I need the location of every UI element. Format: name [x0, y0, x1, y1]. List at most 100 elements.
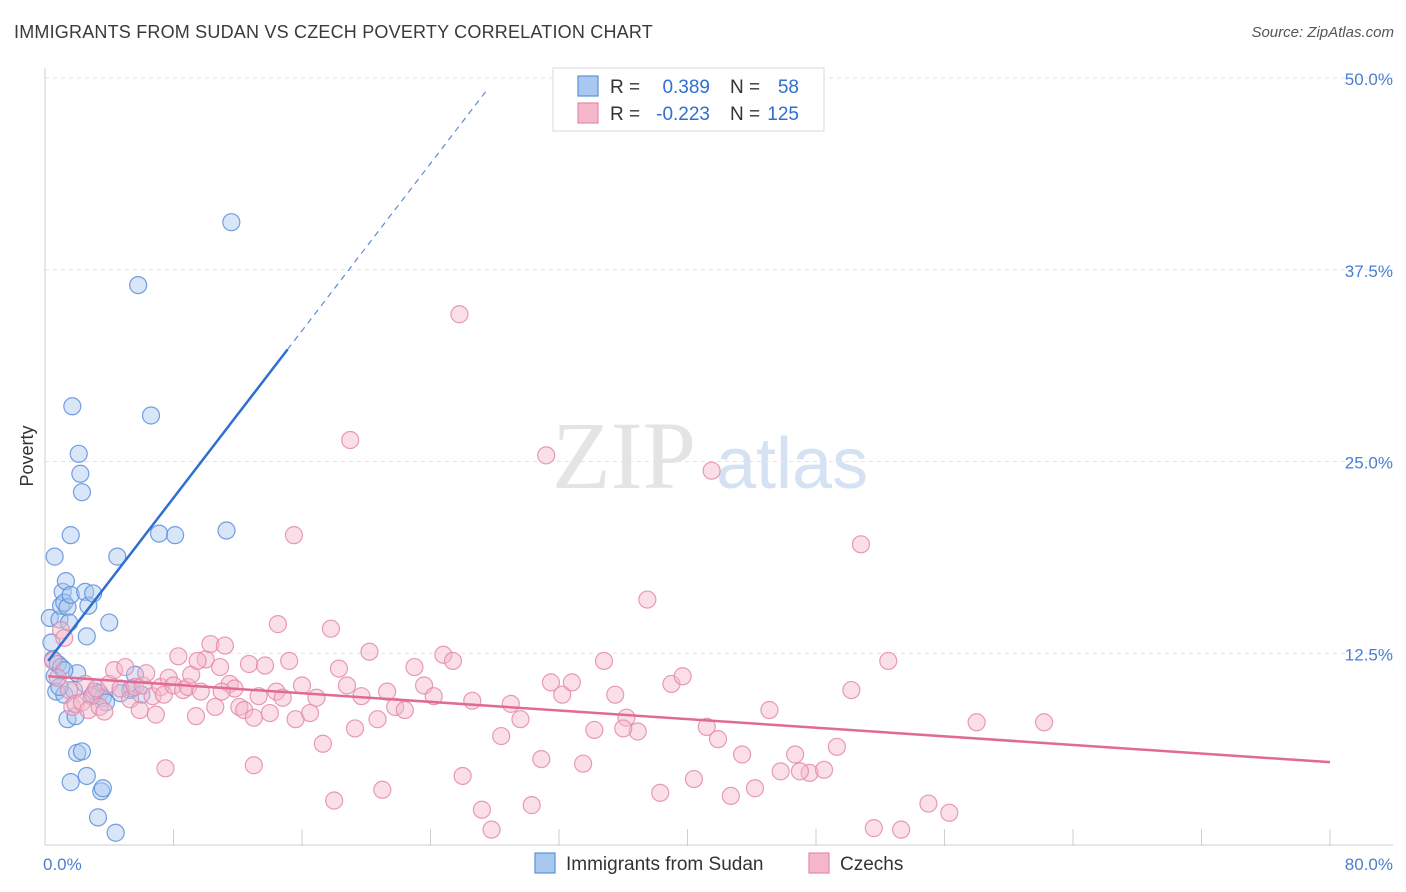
data-point — [651, 783, 670, 802]
data-point — [108, 547, 127, 566]
data-point — [443, 651, 463, 671]
source-label: Source: ZipAtlas.com — [1251, 24, 1394, 41]
trendlines — [47, 89, 1331, 764]
data-point — [43, 651, 63, 671]
data-point — [300, 703, 320, 723]
legend-r-value-czechs: -0.223 — [656, 104, 710, 125]
data-point — [553, 685, 572, 704]
data-point — [284, 526, 304, 545]
gridlines — [45, 77, 1393, 654]
series-czechs — [43, 305, 1054, 839]
data-point — [967, 713, 986, 732]
data-point — [239, 654, 259, 674]
data-point — [940, 803, 959, 822]
data-point — [337, 676, 357, 695]
data-point — [450, 305, 469, 324]
data-point — [329, 659, 349, 678]
y-tick-label-3: 50.0% — [1345, 70, 1393, 89]
data-point — [71, 464, 90, 483]
data-point — [244, 756, 263, 775]
data-point — [771, 762, 790, 781]
data-point — [210, 657, 230, 677]
data-point — [106, 823, 125, 842]
data-point — [69, 444, 88, 463]
bottom-legend-swatch-sudan — [534, 852, 556, 874]
data-point — [606, 685, 625, 704]
legend-n-value-sudan: 58 — [778, 77, 799, 98]
data-point — [919, 794, 938, 813]
data-point — [814, 760, 834, 779]
data-point — [292, 676, 312, 695]
data-point — [708, 730, 728, 749]
legend-n-label-sudan: N = — [730, 77, 760, 98]
data-point — [321, 619, 341, 638]
bottom-legend-swatch-czechs — [808, 852, 830, 874]
legend-r-label-sudan: R = — [610, 77, 640, 98]
tick-labels: 12.5% 25.0% 37.5% 50.0% 0.0% 80.0% — [43, 70, 1393, 874]
data-point — [215, 636, 234, 655]
trendline-sudan — [47, 348, 289, 662]
data-point — [56, 572, 75, 591]
watermark-zip: ZIP — [552, 402, 696, 509]
data-point — [156, 759, 175, 778]
data-point — [434, 645, 453, 664]
data-point — [61, 526, 80, 545]
data-point — [594, 651, 614, 671]
data-point — [842, 680, 861, 700]
data-point — [864, 819, 883, 838]
data-point — [745, 779, 765, 798]
axes — [44, 68, 1393, 846]
bottom-legend-label-czechs: Czechs — [840, 854, 903, 875]
series-sudan — [40, 213, 241, 842]
y-tick-label-2: 37.5% — [1345, 262, 1393, 281]
data-point — [472, 800, 491, 819]
data-point — [166, 526, 185, 545]
data-point — [154, 685, 173, 704]
x-tick-label-0: 0.0% — [43, 855, 82, 874]
data-point — [702, 461, 721, 480]
data-point — [360, 642, 379, 661]
bottom-legend-label-sudan: Immigrants from Sudan — [566, 854, 763, 875]
legend-n-value-czechs: 125 — [767, 104, 799, 125]
data-point — [149, 524, 169, 543]
legend-r-value-sudan: 0.389 — [662, 77, 710, 98]
data-point — [733, 745, 752, 764]
data-point — [146, 705, 165, 724]
y-tick-label-0: 12.5% — [1345, 645, 1393, 664]
data-point — [45, 547, 64, 566]
data-point — [88, 808, 108, 827]
data-point — [453, 766, 472, 786]
data-point — [72, 483, 92, 502]
data-point — [537, 446, 556, 465]
data-point — [137, 664, 156, 683]
trendline-czechs — [48, 675, 1331, 764]
data-point — [628, 722, 647, 741]
data-point — [492, 726, 511, 746]
data-point — [541, 673, 561, 692]
data-point — [222, 213, 241, 232]
data-point — [827, 737, 846, 756]
watermark-atlas: atlas — [716, 424, 868, 504]
data-point — [201, 634, 220, 654]
data-point — [63, 397, 82, 416]
data-point — [532, 749, 551, 769]
data-point — [562, 673, 581, 692]
watermark: ZIP atlas — [552, 402, 868, 509]
data-point — [186, 707, 206, 726]
data-point — [116, 657, 135, 677]
data-point — [585, 720, 604, 740]
data-point — [673, 667, 692, 686]
data-point — [482, 820, 501, 839]
data-point — [188, 651, 207, 671]
data-point — [61, 585, 80, 605]
data-point — [280, 651, 299, 671]
x-tick-label-1: 80.0% — [1345, 855, 1393, 874]
legend-swatch-sudan — [577, 75, 599, 97]
data-point — [501, 694, 520, 713]
data-point — [130, 700, 149, 720]
correlation-legend: R = 0.389 N = 58 R = -0.223 N = 125 — [552, 67, 825, 132]
y-axis-label: Poverty — [17, 425, 37, 486]
data-point — [313, 734, 332, 753]
data-point — [217, 521, 236, 540]
legend-n-label-czechs: N = — [730, 104, 760, 125]
